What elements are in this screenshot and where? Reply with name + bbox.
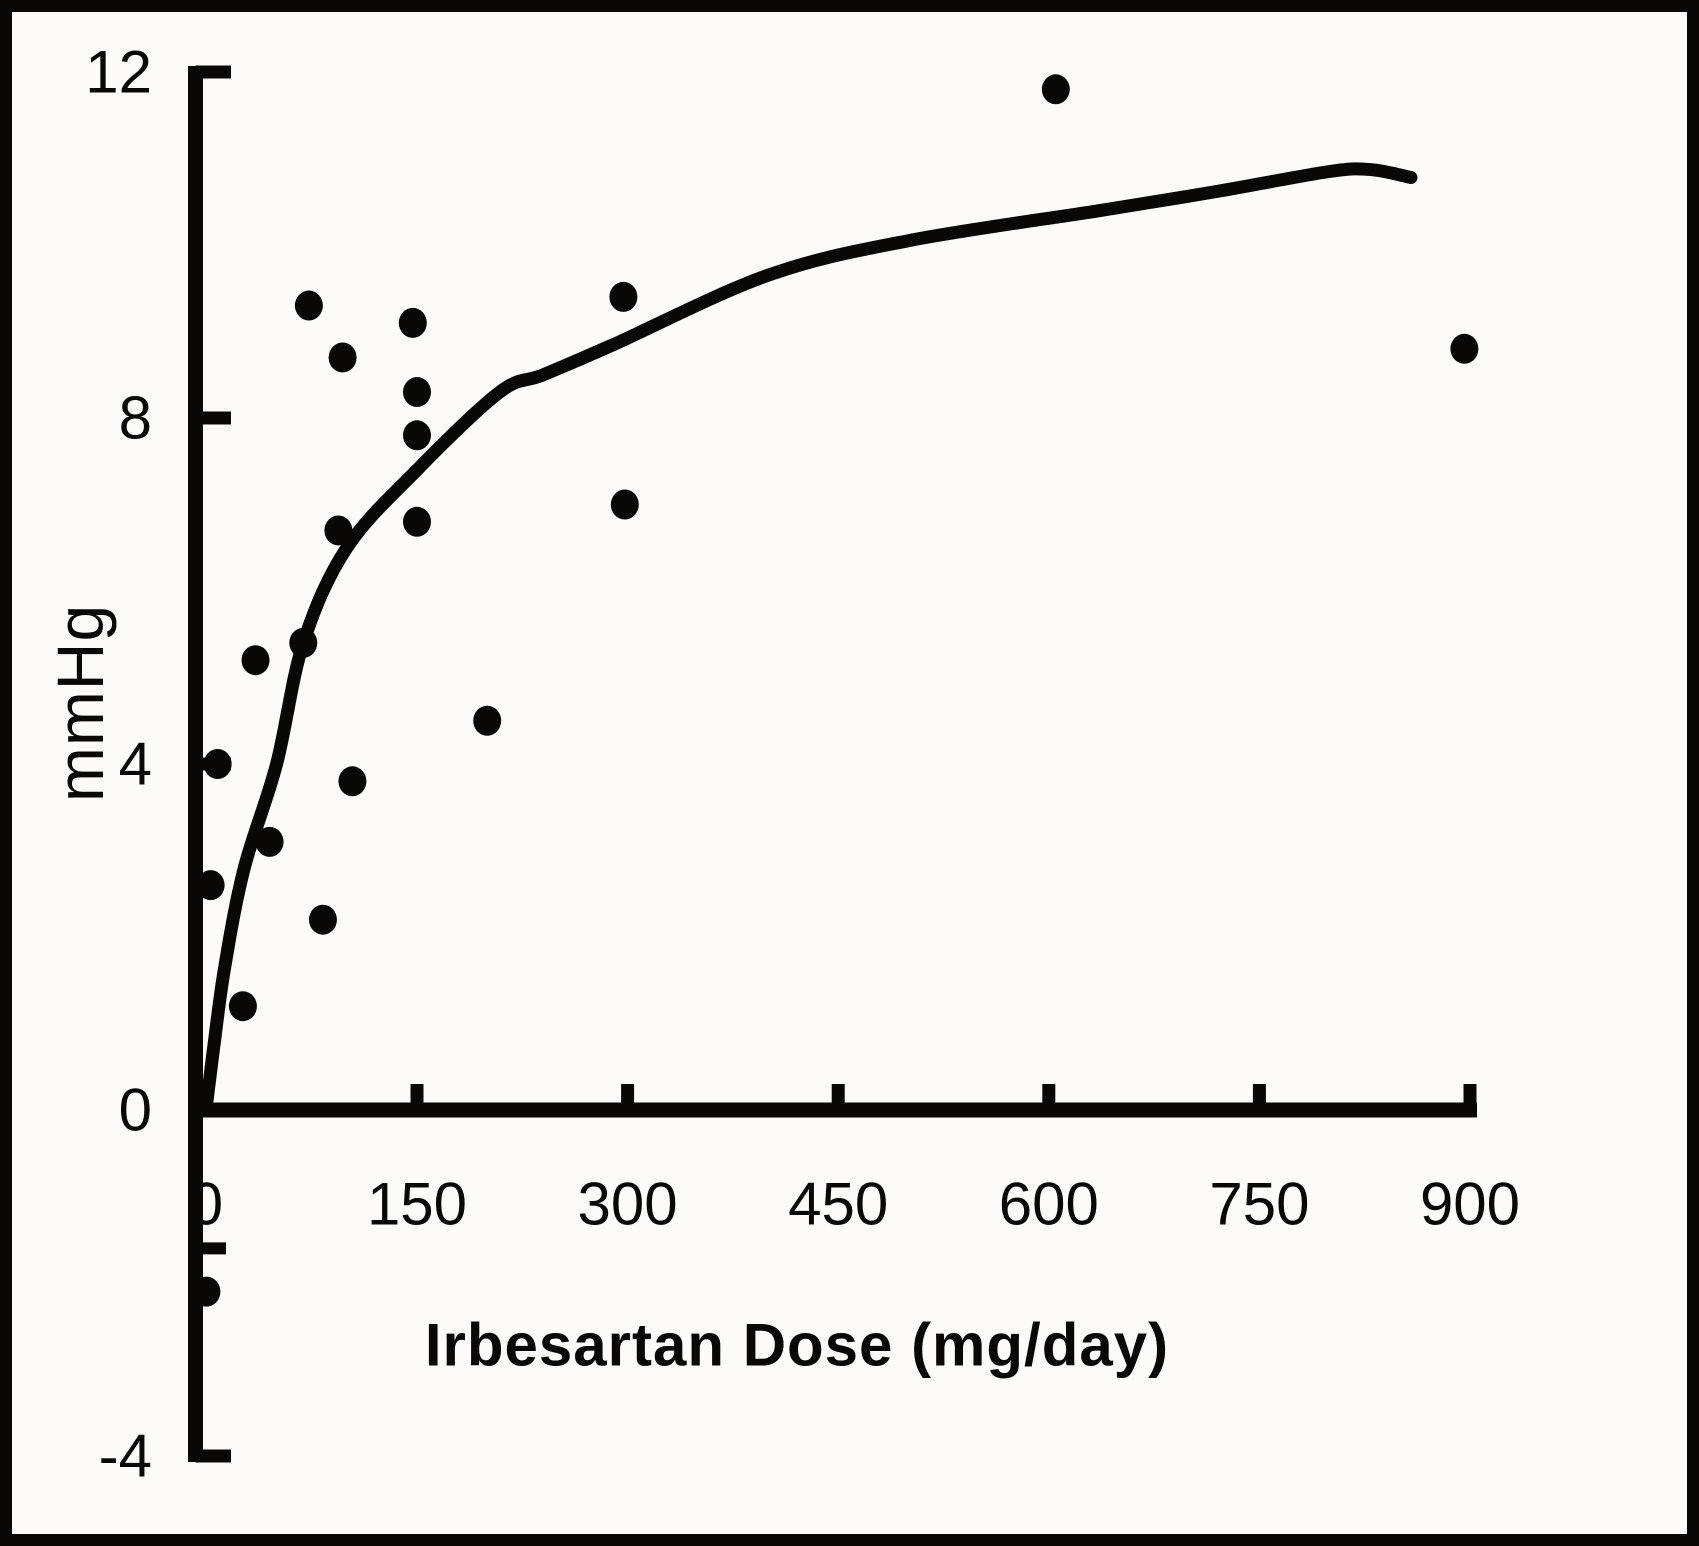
- y-tick-label: -4: [99, 1423, 152, 1490]
- y-tick-label: 0: [119, 1077, 152, 1144]
- data-point: [610, 489, 639, 520]
- data-point: [241, 645, 270, 676]
- data-point: [338, 766, 367, 797]
- x-tick-label: 0: [190, 1171, 223, 1238]
- data-point: [192, 1276, 221, 1307]
- data-point: [609, 281, 638, 312]
- data-point: [328, 342, 357, 373]
- data-point: [473, 705, 502, 736]
- y-tick-label: 4: [119, 731, 152, 798]
- fit-curve: [199, 162, 1418, 1113]
- data-point: [196, 870, 225, 901]
- data-point: [403, 420, 431, 451]
- data-point: [294, 290, 323, 321]
- data-point: [403, 506, 431, 537]
- data-point: [203, 749, 232, 779]
- data-point: [1041, 74, 1070, 105]
- data-point: [255, 826, 284, 857]
- x-axis-title: Irbesartan Dose (mg/day): [424, 1311, 1170, 1379]
- data-point: [228, 991, 257, 1022]
- data-point: [403, 377, 431, 408]
- data-point: [1450, 333, 1479, 364]
- y-tick-label: 8: [119, 385, 152, 452]
- x-tick-label: 450: [788, 1171, 888, 1238]
- x-tick-label: 150: [367, 1171, 467, 1238]
- x-tick-label: 750: [1209, 1171, 1309, 1238]
- x-tick-label: 300: [578, 1171, 678, 1238]
- y-tick-label: 12: [85, 39, 152, 106]
- data-point: [324, 515, 353, 546]
- x-tick-label: 900: [1420, 1171, 1520, 1238]
- data-point: [308, 904, 337, 935]
- data-point: [289, 627, 318, 658]
- data-point: [398, 307, 427, 338]
- x-tick-label: 600: [999, 1171, 1099, 1238]
